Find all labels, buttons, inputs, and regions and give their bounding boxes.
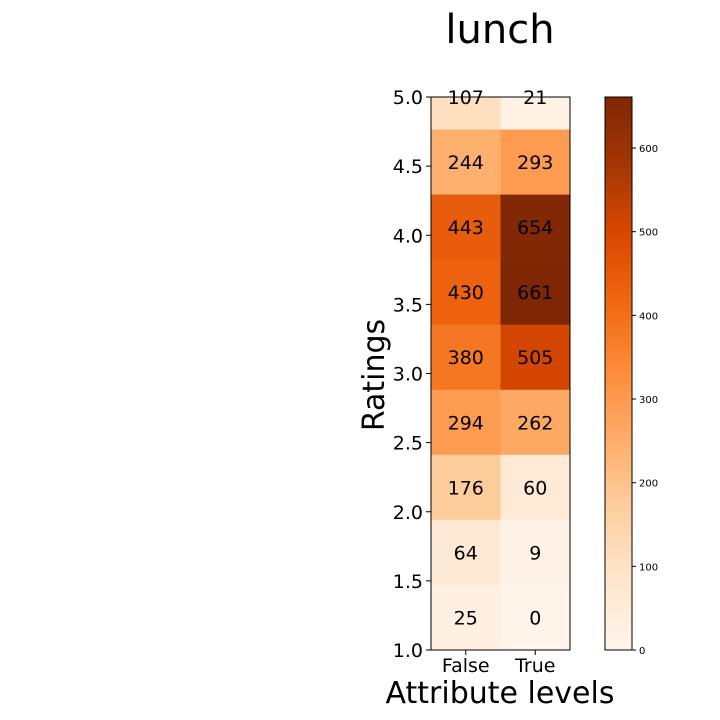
colorbar-tick-label: 100: [639, 562, 658, 573]
cell-value-label: 654: [517, 217, 553, 239]
x-tick-label: False: [442, 655, 490, 677]
y-tick-label: 5.0: [393, 87, 423, 109]
cell-value-label: 293: [517, 152, 553, 174]
heatmap-cell: [431, 194, 501, 261]
heatmap-cell: [500, 97, 571, 131]
y-axis-label: Ratings: [357, 319, 392, 431]
heatmap-cell: [500, 584, 571, 651]
cell-value-label: 64: [454, 542, 478, 564]
cell-value-label: 0: [529, 607, 541, 629]
y-tick-label: 4.0: [393, 225, 423, 247]
heatmap-cell: [431, 324, 501, 391]
heatmap-cell: [500, 259, 571, 326]
colorbar-tick-label: 600: [639, 144, 658, 155]
heatmap-cell: [500, 389, 571, 456]
colorbar-tick-label: 400: [639, 311, 658, 322]
cell-value-labels: 107 21 244 293 443 654 430 661 380 505 294 262 176 60…: [448, 87, 554, 629]
heatmap-cell: [431, 97, 501, 131]
y-tick-label: 3.0: [393, 364, 423, 386]
colorbar-tick-label: 200: [639, 479, 658, 490]
heatmap-cell: [431, 519, 501, 586]
heatmap-cell: [500, 454, 571, 521]
cell-value-label: 443: [448, 217, 484, 239]
x-tick-label: True: [514, 655, 555, 677]
cell-value-label: 505: [517, 347, 553, 369]
cell-value-label: 176: [448, 477, 484, 499]
cell-value-label: 60: [523, 477, 547, 499]
y-tick-label: 1.5: [393, 571, 423, 593]
heatmap-cell: [431, 389, 501, 456]
heatmap-cell: [431, 259, 501, 326]
heatmap-cell: [431, 454, 501, 521]
y-tick-label: 3.5: [393, 294, 423, 316]
heatmap-cell: [500, 194, 571, 261]
y-tick-label: 2.0: [393, 502, 423, 524]
chart-title: lunch: [445, 7, 554, 53]
colorbar-tick-label: 500: [639, 228, 658, 239]
heatmap-cell: [431, 129, 501, 196]
cell-value-label: 9: [529, 542, 541, 564]
colorbar: [604, 96, 633, 651]
cell-value-label: 107: [448, 87, 484, 109]
cell-value-label: 244: [448, 152, 484, 174]
heatmap-cell: [500, 129, 571, 196]
cell-value-label: 21: [523, 87, 547, 109]
cell-value-label: 661: [517, 282, 553, 304]
heatmap-cells: [431, 97, 571, 651]
heatmap-cell: [500, 519, 571, 586]
cell-value-label: 430: [448, 282, 484, 304]
y-tick-label: 1.0: [393, 640, 423, 662]
cell-value-label: 25: [454, 607, 478, 629]
y-axis-ticks: 1.0 1.5 2.0 2.5 3.0 3.5 4.0 4.5 5.0: [393, 87, 431, 662]
cell-value-label: 262: [517, 412, 553, 434]
y-tick-label: 4.5: [393, 156, 423, 178]
colorbar-tick-label: 0: [639, 646, 645, 657]
colorbar-tick-label: 300: [639, 395, 658, 406]
heatmap-cell: [500, 324, 571, 391]
heatmap-cell: [431, 584, 501, 651]
x-axis-ticks: False True: [442, 650, 555, 677]
y-tick-label: 2.5: [393, 433, 423, 455]
cell-value-label: 294: [448, 412, 484, 434]
x-axis-label: Attribute levels: [386, 676, 615, 711]
cell-value-label: 380: [448, 347, 484, 369]
colorbar-ticks: 0 100 200 300 400 500 600: [632, 144, 658, 657]
